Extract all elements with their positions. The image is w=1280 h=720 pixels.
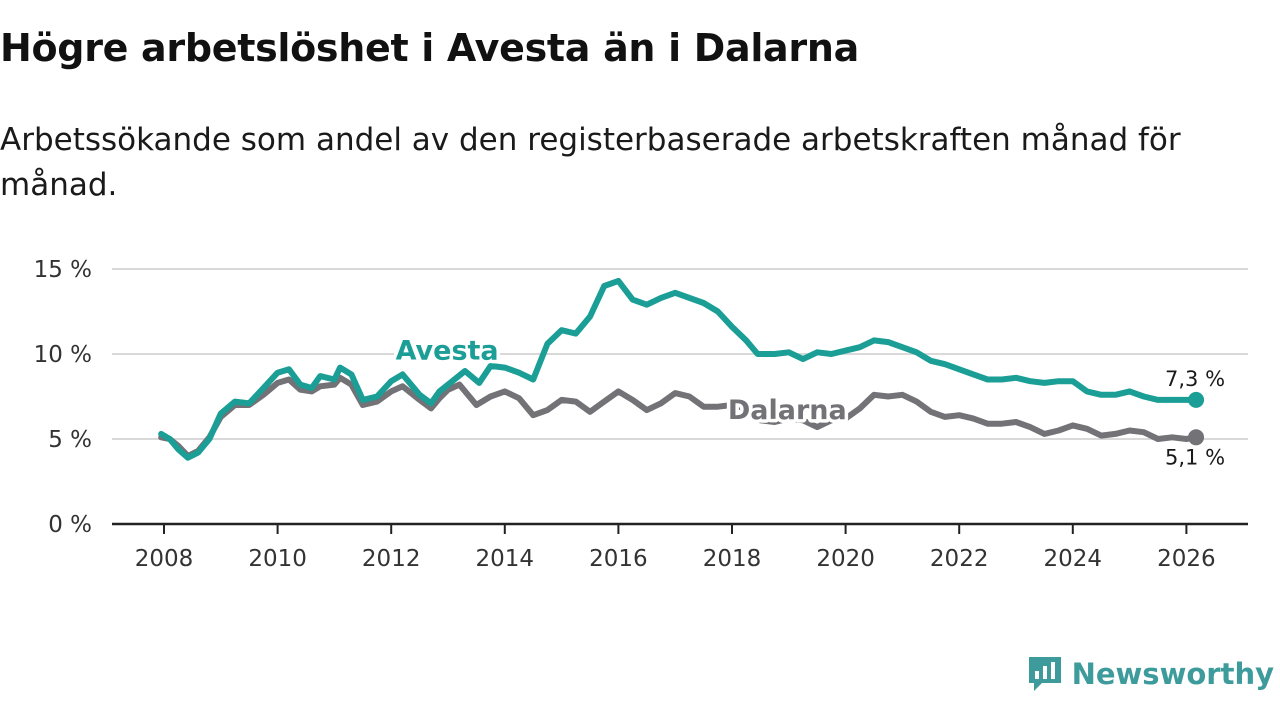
newsworthy-logo-icon — [1028, 657, 1061, 691]
brand-logo: Newsworthy — [1026, 654, 1274, 694]
gridlines — [112, 268, 1248, 526]
y-tick-label: 15 % — [34, 257, 92, 283]
series-labels: Avesta 7,3 % Dalarna 5,1 % — [392, 332, 1227, 472]
end-point-dalarna — [1188, 429, 1205, 446]
x-tick-label: 2018 — [703, 546, 762, 572]
series-line-dalarna — [158, 374, 1200, 459]
end-point-avesta — [1188, 391, 1205, 408]
series-label-dalarna: Dalarna — [728, 395, 847, 426]
x-tick-label: 2020 — [816, 546, 875, 572]
end-value-label-dalarna: 5,1 % — [1165, 445, 1225, 469]
y-tick-label: 10 % — [34, 342, 92, 368]
x-axis-ticks: 2008 2010 2012 2014 2016 2018 2020 2022 2024 2026 — [135, 524, 1216, 572]
x-tick-label: 2008 — [135, 546, 194, 572]
series-label-avesta: Avesta — [396, 335, 499, 366]
x-tick-label: 2010 — [248, 546, 307, 572]
series-line-avesta — [158, 277, 1200, 461]
x-tick-label: 2024 — [1044, 546, 1103, 572]
x-tick-label: 2014 — [476, 546, 535, 572]
x-tick-label: 2016 — [589, 546, 648, 572]
brand-name: Newsworthy — [1071, 657, 1274, 691]
y-tick-label: 0 % — [48, 512, 92, 538]
y-tick-label: 5 % — [48, 427, 92, 453]
chart-title: Högre arbetslöshet i Avesta än i Dalarna — [0, 26, 859, 70]
y-axis-ticks: 0 % 5 % 10 % 15 % — [34, 257, 92, 538]
chart-subtitle: Arbetssökande som andel av den registerb… — [0, 122, 1181, 203]
series-lines — [158, 277, 1205, 461]
x-tick-label: 2026 — [1157, 546, 1216, 572]
end-value-label-avesta: 7,3 % — [1165, 367, 1225, 391]
x-tick-label: 2022 — [930, 546, 989, 572]
x-tick-label: 2012 — [362, 546, 421, 572]
